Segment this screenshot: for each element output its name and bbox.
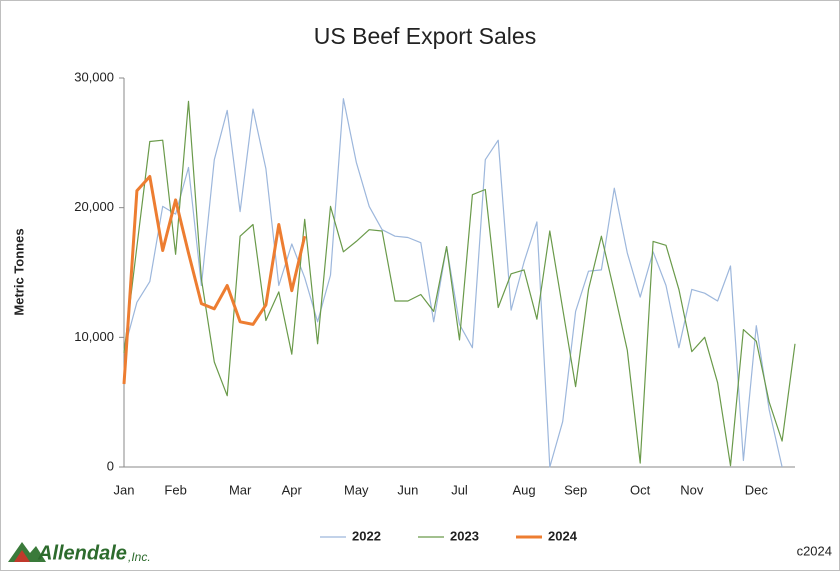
x-tick-label: Sep	[564, 482, 587, 497]
y-tick-label: 30,000	[74, 69, 114, 84]
x-tick-label: Feb	[164, 482, 186, 497]
y-axis-label: Metric Tonnes	[11, 228, 26, 315]
series-line	[122, 175, 307, 385]
x-tick-label: Oct	[630, 482, 651, 497]
series-line	[123, 100, 796, 467]
copyright: c2024	[797, 543, 832, 558]
x-tick-label: Dec	[745, 482, 769, 497]
chart-title: US Beef Export Sales	[314, 23, 536, 49]
logo-text: Allendale	[37, 542, 127, 564]
y-tick-label: 0	[107, 458, 114, 473]
logo: Allendale ,Inc.	[8, 542, 151, 564]
series-line	[123, 98, 783, 468]
x-tick-label: Jan	[114, 482, 135, 497]
legend-label: 2023	[450, 528, 479, 543]
x-tick-label: May	[344, 482, 369, 497]
x-tick-label: Mar	[229, 482, 252, 497]
x-tick-label: Nov	[680, 482, 704, 497]
legend-label: 2022	[352, 528, 381, 543]
x-tick-label: Jun	[397, 482, 418, 497]
x-tick-label: Apr	[282, 482, 303, 497]
y-tick-label: 20,000	[74, 199, 114, 214]
x-tick-label: Aug	[512, 482, 535, 497]
logo-mark	[14, 550, 30, 562]
x-tick-label: Jul	[451, 482, 468, 497]
legend-label: 2024	[548, 528, 578, 543]
logo-suffix: ,Inc.	[128, 550, 151, 564]
y-tick-label: 10,000	[74, 329, 114, 344]
